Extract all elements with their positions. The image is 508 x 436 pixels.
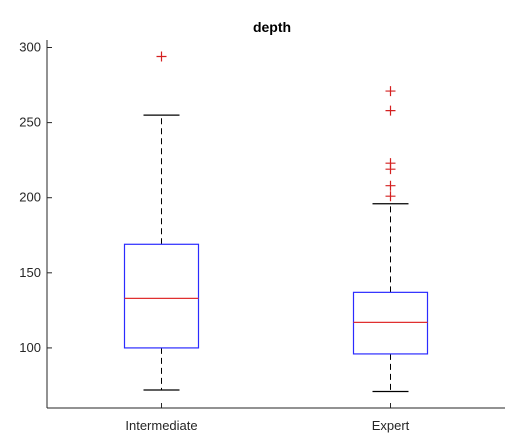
y-tick-label: 150	[19, 265, 41, 280]
box-intermediate	[123, 243, 200, 349]
outlier-expert	[385, 180, 396, 191]
y-tick-label: 100	[19, 340, 41, 355]
chart-title: depth	[253, 19, 291, 35]
outlier-expert	[385, 86, 396, 97]
x-tick-label: Intermediate	[125, 418, 197, 433]
box-expert	[352, 291, 429, 355]
outlier-expert	[385, 105, 396, 116]
x-tick-label: Expert	[372, 418, 410, 433]
outlier-intermediate	[156, 51, 167, 62]
outlier-expert	[385, 191, 396, 202]
y-tick-label: 300	[19, 40, 41, 55]
y-tick-label: 250	[19, 115, 41, 130]
plot-area: 100 150 200 250 300 Intermediate Expert	[19, 40, 505, 433]
outlier-expert	[385, 158, 396, 169]
y-tick-label: 200	[19, 190, 41, 205]
